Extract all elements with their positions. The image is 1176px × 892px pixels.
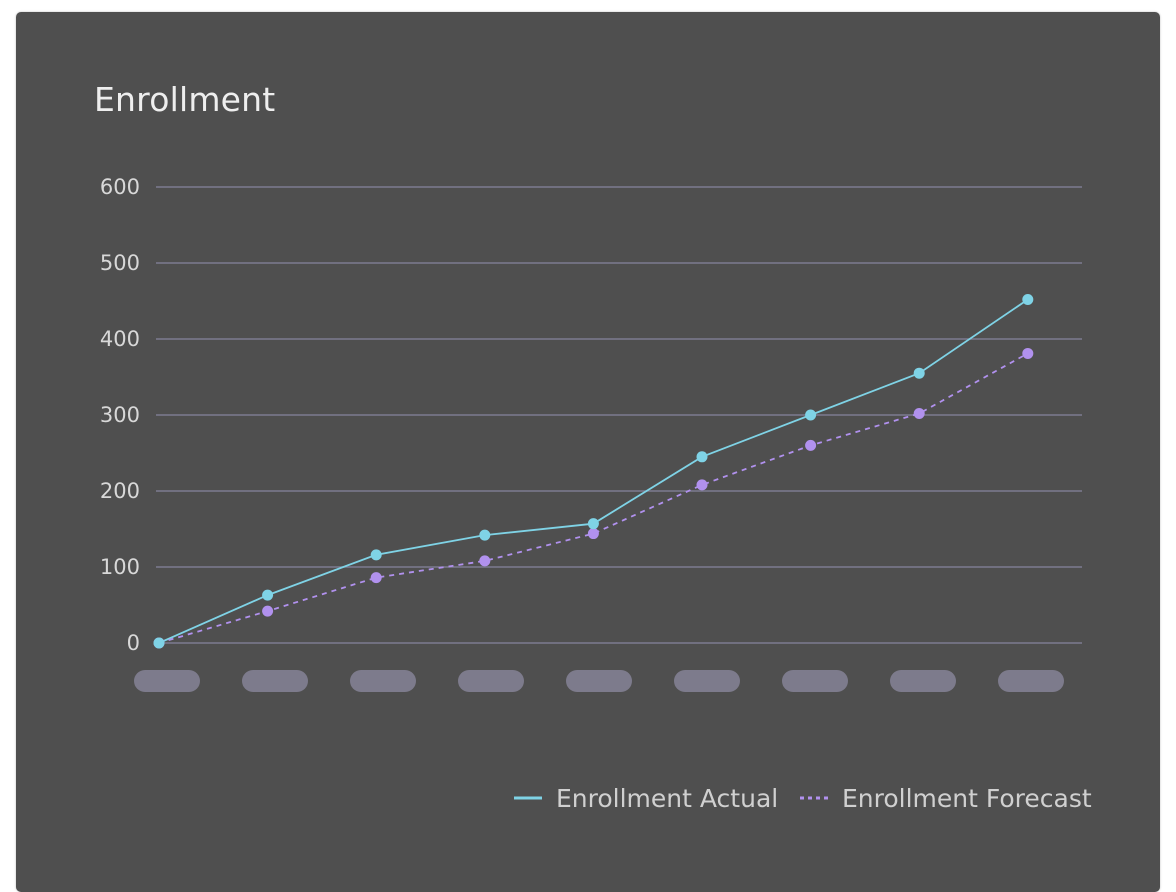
forecast-data-point bbox=[696, 479, 708, 491]
x-category-label bbox=[782, 670, 848, 692]
y-tick-label: 200 bbox=[100, 479, 140, 503]
forecast-series-line bbox=[158, 352, 1029, 644]
forecast-data-point bbox=[913, 407, 925, 419]
forecast-data-point bbox=[805, 439, 817, 451]
x-category-label bbox=[458, 670, 524, 692]
y-tick-label: 600 bbox=[100, 175, 140, 199]
series-layer bbox=[153, 293, 1034, 649]
actual-data-point bbox=[587, 518, 599, 530]
chart-card: Enrollment 0 100 200 300 400 500 600 Enrollmen… bbox=[16, 12, 1160, 892]
actual-data-point bbox=[262, 589, 274, 601]
actual-data-point bbox=[805, 409, 817, 421]
x-category-label bbox=[242, 670, 308, 692]
x-category-label bbox=[674, 670, 740, 692]
x-category-label bbox=[134, 670, 200, 692]
y-tick-label: 0 bbox=[127, 631, 140, 655]
y-tick-label: 100 bbox=[100, 555, 140, 579]
actual-series-line bbox=[158, 298, 1029, 644]
forecast-data-point bbox=[262, 605, 274, 617]
legend: Enrollment Actual Enrollment Forecast bbox=[514, 784, 1092, 813]
actual-data-point bbox=[479, 529, 491, 541]
y-tick-label: 300 bbox=[100, 403, 140, 427]
y-axis-ticks: 0 100 200 300 400 500 600 bbox=[100, 175, 140, 655]
actual-data-point bbox=[370, 549, 382, 561]
forecast-data-point bbox=[587, 528, 599, 540]
y-tick-label: 500 bbox=[100, 251, 140, 275]
actual-data-point bbox=[913, 367, 925, 379]
x-axis-categories bbox=[134, 670, 1064, 692]
forecast-data-point bbox=[479, 555, 491, 567]
forecast-data-point bbox=[370, 572, 382, 584]
y-tick-label: 400 bbox=[100, 327, 140, 351]
x-category-label bbox=[350, 670, 416, 692]
actual-data-point bbox=[696, 451, 708, 463]
legend-forecast-label: Enrollment Forecast bbox=[842, 784, 1092, 813]
x-category-label bbox=[998, 670, 1064, 692]
legend-actual-label: Enrollment Actual bbox=[556, 784, 778, 813]
actual-data-point bbox=[1022, 293, 1034, 305]
x-category-label bbox=[890, 670, 956, 692]
x-category-label bbox=[566, 670, 632, 692]
actual-data-point bbox=[153, 637, 165, 649]
grid-layer bbox=[156, 186, 1082, 644]
forecast-data-point bbox=[1022, 347, 1034, 359]
chart-title: Enrollment bbox=[94, 80, 276, 119]
